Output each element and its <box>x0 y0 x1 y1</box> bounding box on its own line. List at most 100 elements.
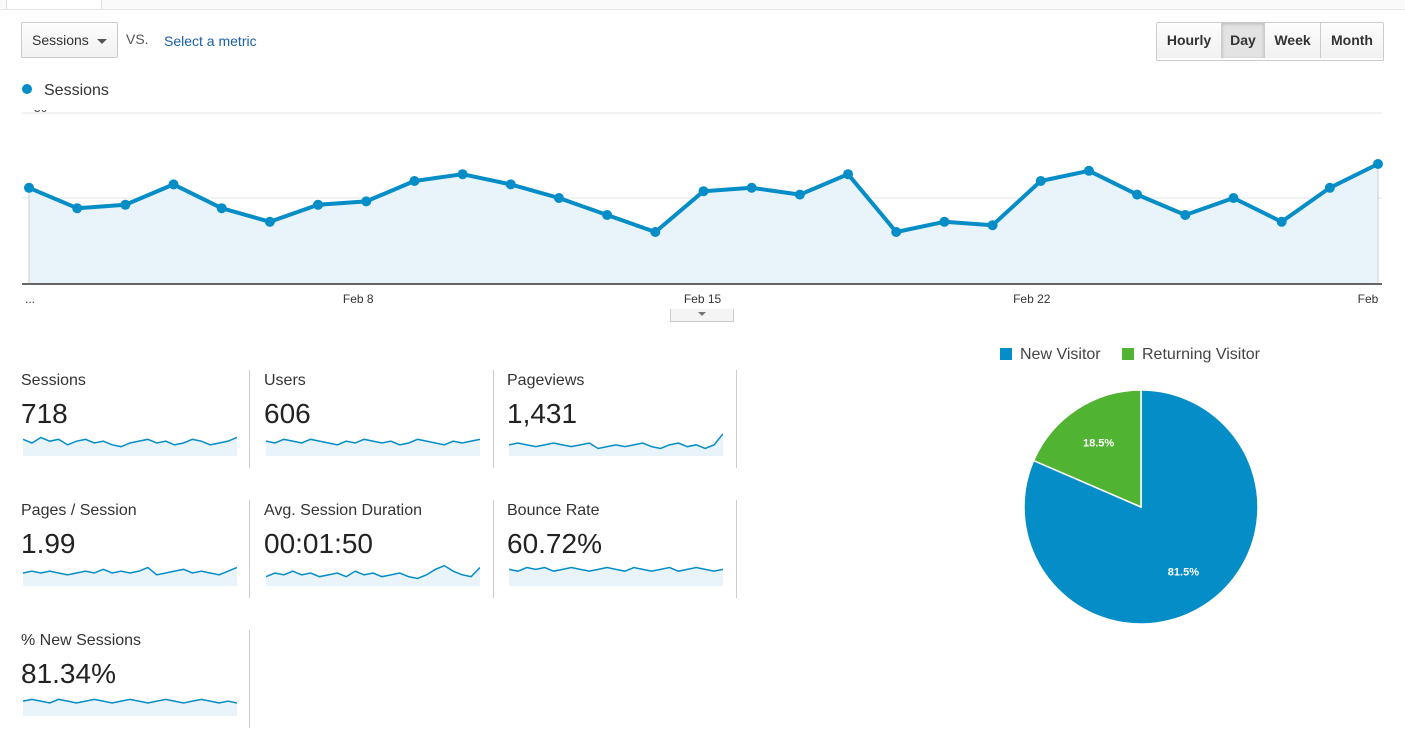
metric-select[interactable]: Sessions <box>21 22 118 58</box>
sparkline-area <box>23 437 237 456</box>
vs-label: VS. <box>126 31 149 47</box>
divider <box>736 370 737 468</box>
data-point[interactable] <box>1373 159 1383 169</box>
sparkline <box>266 438 480 456</box>
data-point[interactable] <box>1180 210 1191 220</box>
sparkline-line <box>23 436 237 448</box>
summary-card-label: Pages / Session <box>21 502 137 519</box>
divider <box>249 500 250 598</box>
summary-card-label: Bounce Rate <box>507 502 600 519</box>
pie-slice[interactable] <box>1032 389 1142 509</box>
data-point[interactable] <box>1132 189 1143 200</box>
x-tick-label: Feb <box>1358 292 1379 306</box>
sparkline <box>266 564 480 586</box>
summary-card-label: Sessions <box>21 372 86 389</box>
pie-slice-label: 18.5% <box>1083 437 1114 449</box>
data-point[interactable] <box>264 216 275 227</box>
data-point[interactable] <box>313 199 324 210</box>
summary-card-label: Pageviews <box>507 372 585 389</box>
data-point[interactable] <box>1035 176 1046 186</box>
summary-card-value: 60.72% <box>507 528 602 559</box>
metric-select-label: Sessions <box>32 32 89 48</box>
period-week-button[interactable]: Week <box>1265 23 1321 58</box>
visitor-type-pie-chart: 81.5% 18.5% <box>1023 389 1259 625</box>
period-day-button[interactable]: Day <box>1222 23 1265 58</box>
data-point[interactable] <box>650 227 661 237</box>
active-tab[interactable] <box>6 0 102 9</box>
data-point[interactable] <box>409 176 420 186</box>
collapse-arrow-icon <box>698 312 706 316</box>
legend-sessions-label: Sessions <box>44 82 109 99</box>
summary-card-value: 81.34% <box>21 658 116 689</box>
sparkline <box>23 566 237 586</box>
sparkline-area <box>266 565 480 586</box>
pie-legend-returning-visitor[interactable]: Returning Visitor <box>1122 346 1260 364</box>
summary-card[interactable]: Pages / Session 1.99 <box>21 500 247 600</box>
divider <box>249 630 250 728</box>
sparkline-line <box>23 698 237 704</box>
summary-card[interactable]: Sessions 718 <box>21 370 247 470</box>
summary-card-value: 00:01:50 <box>264 528 373 559</box>
legend-swatch-icon <box>1122 348 1134 360</box>
data-point[interactable] <box>1083 165 1094 176</box>
data-point[interactable] <box>1228 193 1239 203</box>
data-point[interactable] <box>746 182 757 193</box>
summary-card-label: Avg. Session Duration <box>264 502 423 519</box>
data-point[interactable] <box>120 199 131 210</box>
data-point[interactable] <box>987 220 998 231</box>
pie-legend-label: Returning Visitor <box>1142 346 1260 363</box>
legend-dot-icon <box>22 84 32 94</box>
data-point[interactable] <box>794 189 805 200</box>
data-point[interactable] <box>24 182 34 193</box>
summary-card-label: Users <box>264 372 306 389</box>
data-point[interactable] <box>698 186 709 197</box>
summary-card[interactable]: Bounce Rate 60.72% <box>507 500 733 600</box>
period-toggle: Hourly Day Week Month <box>1156 22 1384 61</box>
data-point[interactable] <box>457 169 468 180</box>
data-point[interactable] <box>843 169 854 180</box>
y-tick-label: 50 <box>34 110 48 115</box>
sparkline-line <box>266 438 480 446</box>
data-point[interactable] <box>216 203 227 214</box>
x-tick-label: Feb 22 <box>1013 292 1051 306</box>
data-point[interactable] <box>891 227 902 237</box>
data-point[interactable] <box>602 210 613 220</box>
divider <box>736 500 737 598</box>
data-point[interactable] <box>168 179 179 190</box>
data-point[interactable] <box>553 193 564 203</box>
data-point[interactable] <box>505 179 516 190</box>
sparkline-line <box>23 566 237 576</box>
divider <box>493 500 494 598</box>
sparkline-area <box>23 567 237 586</box>
period-month-button[interactable]: Month <box>1321 23 1383 58</box>
summary-card-label: % New Sessions <box>21 632 142 649</box>
summary-card[interactable]: Pageviews 1,431 <box>507 370 733 470</box>
sparkline-area <box>266 439 480 456</box>
x-tick-label: Feb 8 <box>343 292 374 306</box>
select-metric-link[interactable]: Select a metric <box>164 33 257 49</box>
summary-card[interactable]: Users 606 <box>264 370 490 470</box>
summary-card[interactable]: % New Sessions 81.34% <box>21 630 247 730</box>
data-point[interactable] <box>1276 216 1287 227</box>
data-point[interactable] <box>1324 182 1335 193</box>
pie-legend-new-visitor[interactable]: New Visitor <box>1000 346 1101 364</box>
x-tick-label: Feb 15 <box>684 292 722 306</box>
divider <box>249 370 250 468</box>
sparkline-line <box>266 564 480 580</box>
period-hourly-button[interactable]: Hourly <box>1157 23 1222 58</box>
sparkline-area <box>23 699 237 716</box>
summary-card[interactable]: Avg. Session Duration 00:01:50 <box>264 500 490 600</box>
sparkline <box>509 566 723 586</box>
summary-card-value: 718 <box>21 398 68 429</box>
legend-swatch-icon <box>1000 348 1012 360</box>
caret-down-icon <box>97 39 107 44</box>
data-point[interactable] <box>72 203 83 214</box>
sparkline-line <box>509 566 723 572</box>
collapse-chart-handle[interactable] <box>670 309 734 322</box>
data-point[interactable] <box>361 196 372 207</box>
summary-card-value: 1,431 <box>507 398 578 429</box>
divider <box>493 370 494 468</box>
summary-card-value: 606 <box>264 398 311 429</box>
data-point[interactable] <box>939 216 950 227</box>
